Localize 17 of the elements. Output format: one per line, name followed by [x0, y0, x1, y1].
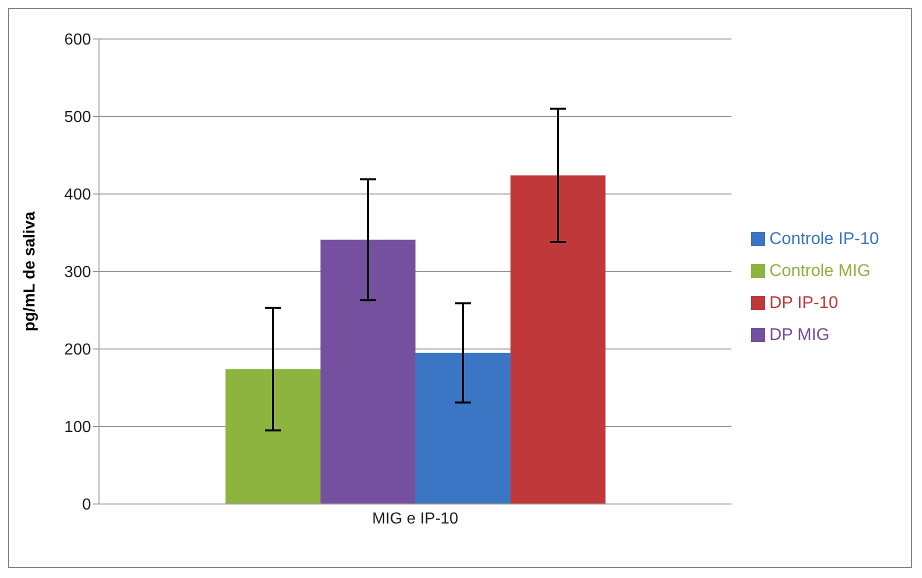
bar: [320, 240, 416, 504]
y-tick-label: 600: [64, 32, 92, 49]
y-tick-label: 300: [64, 264, 92, 282]
y-tick-label: 200: [64, 342, 92, 359]
y-axis-title: pg/mL de saliva: [22, 212, 39, 332]
legend-label: DP IP-10: [769, 292, 838, 312]
y-tick-label: 100: [64, 419, 92, 436]
y-tick-label: 0: [82, 496, 92, 514]
bar: [510, 175, 606, 504]
y-tick-label: 400: [64, 186, 92, 204]
legend-label: Controle MIG: [769, 260, 870, 280]
legend-label: DP MIG: [769, 324, 830, 344]
bar: [415, 352, 510, 504]
bar: [225, 369, 320, 504]
legend-label: Controle IP-10: [769, 228, 879, 248]
x-tick-label: MIG e IP-10: [372, 510, 458, 528]
y-tick-label: 500: [64, 109, 92, 126]
